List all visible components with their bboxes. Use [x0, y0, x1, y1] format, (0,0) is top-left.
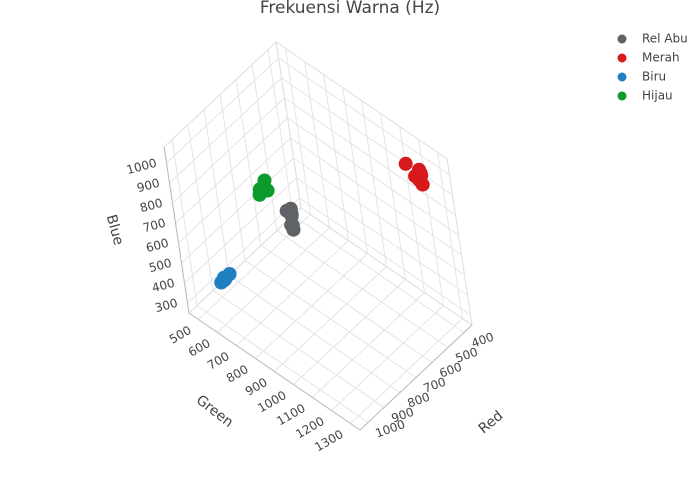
point [285, 218, 300, 233]
grid-line [187, 197, 300, 304]
y-tick-label: 700 [205, 349, 232, 373]
legend-marker [617, 72, 627, 82]
z-tick-label: 700 [141, 216, 167, 235]
grid-line [274, 266, 387, 372]
grid-line [267, 49, 294, 216]
grid-line [342, 87, 368, 254]
grid-line [181, 157, 294, 264]
y-tick-label: 800 [224, 362, 251, 386]
z-tick-label: 600 [144, 236, 170, 255]
x-tick-label: 1000 [373, 417, 406, 441]
chart-title: Frekuensi Warna (Hz) [260, 0, 440, 18]
grid-line [304, 61, 330, 228]
grid-line [184, 177, 297, 284]
point [214, 275, 229, 290]
z-tick-label: 400 [150, 276, 176, 295]
grid-line [255, 253, 368, 359]
grid-line [331, 305, 444, 411]
grid-line [251, 64, 278, 231]
grid-line [236, 240, 349, 346]
grid-line [285, 48, 311, 215]
grid-line [219, 94, 246, 261]
grid-line [437, 152, 463, 319]
grid-line [235, 79, 262, 246]
grid-line [172, 97, 285, 204]
grid-line [217, 227, 330, 333]
point [260, 183, 275, 198]
grid-line [299, 197, 471, 316]
grid-line [284, 97, 456, 216]
grid-line [380, 113, 406, 280]
x-axis-label: Red [476, 408, 507, 437]
grid-line [169, 77, 282, 184]
z-tick-label: 500 [147, 256, 173, 275]
legend-label: Biru [642, 70, 666, 84]
y-axis-label: Green [193, 392, 236, 431]
grid-line [350, 318, 463, 424]
point [398, 156, 413, 171]
grid-line [361, 100, 387, 267]
point [412, 162, 426, 177]
grid-line [203, 109, 230, 276]
legend-label: Merah [642, 51, 680, 65]
point [283, 201, 298, 216]
z-tick-label: 300 [153, 296, 179, 315]
grid-line [166, 57, 279, 164]
y-tick-label: 900 [243, 375, 270, 399]
grid-line [399, 126, 425, 293]
z-tick-label: 800 [138, 196, 164, 215]
legend-marker [617, 91, 627, 101]
grid-line [187, 124, 214, 291]
axis-line [359, 324, 473, 431]
grid-line [287, 117, 459, 236]
point [415, 177, 430, 192]
z-tick-label: 1000 [125, 156, 158, 177]
legend-marker [617, 53, 627, 63]
axis-line [163, 146, 190, 314]
grid-line [323, 74, 349, 241]
grid-line [178, 137, 291, 244]
legend-label: Hijau [642, 89, 673, 103]
grid-line [171, 139, 198, 306]
grid-line [293, 157, 465, 276]
y-tick-label: 500 [167, 323, 194, 347]
grid-line [290, 137, 462, 256]
legend-label: Rel Abu [642, 32, 688, 46]
z-tick-label: 900 [135, 176, 161, 195]
grid-line [175, 117, 288, 224]
grid-line [278, 57, 450, 176]
grid-line [293, 279, 406, 385]
axis-line [188, 312, 361, 431]
z-axis-label: Blue [103, 213, 126, 247]
y-tick-label: 600 [186, 336, 213, 360]
grid-line [312, 292, 425, 398]
legend-marker [617, 34, 627, 44]
grid-line [296, 177, 468, 296]
